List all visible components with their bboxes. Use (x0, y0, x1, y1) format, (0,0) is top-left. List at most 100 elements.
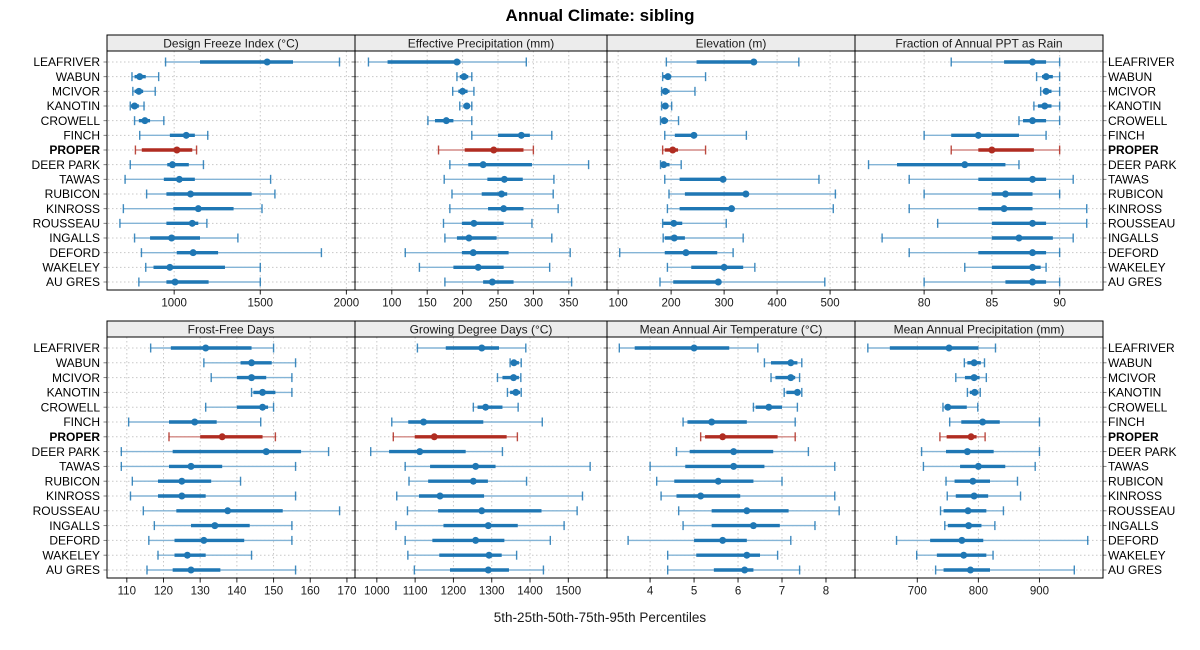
median-dot-wabun (1042, 73, 1050, 81)
site-label-left-crowell: CROWELL (41, 400, 101, 414)
chart-title: Annual Climate: sibling (505, 6, 695, 25)
median-dot-mcivor (459, 87, 467, 95)
site-label-right-au-gres: AU GRES (1108, 275, 1162, 289)
tick-label: 400 (768, 298, 787, 310)
site-label-right-mcivor: MCIVOR (1108, 85, 1156, 99)
median-dot-deford (469, 249, 477, 257)
panel-strip-title-growing-degree-days-c-: Growing Degree Days (°C) (410, 323, 553, 337)
median-dot-kinross (970, 492, 978, 500)
tick-label: 5 (691, 586, 697, 598)
tick-label: 200 (662, 298, 681, 310)
tick-label: 150 (264, 586, 283, 598)
median-dot-deford (200, 536, 208, 544)
tick-label: 4 (647, 586, 654, 598)
median-dot-deer-park (730, 448, 738, 456)
median-dot-proper (430, 433, 438, 441)
site-label-left-tawas: TAWAS (59, 460, 100, 474)
median-dot-finch (690, 131, 698, 139)
median-dot-rubicon (178, 477, 186, 485)
median-dot-leafriver (1029, 58, 1037, 66)
median-dot-deford (682, 249, 690, 257)
tick-label: 1100 (403, 586, 428, 598)
median-dot-kinross (728, 205, 736, 213)
median-dot-tawas (1029, 175, 1037, 183)
panel-border (854, 336, 1104, 579)
median-dot-kinross (178, 492, 186, 500)
median-dot-leafriver (202, 344, 210, 352)
tick-label: 80 (918, 298, 931, 310)
median-dot-au-gres (741, 566, 749, 574)
site-label-left-deford: DEFORD (49, 534, 100, 548)
median-dot-ingalls (749, 522, 757, 530)
panel-strip-title-effective-precipitation-mm-: Effective Precipitation (mm) (408, 37, 555, 51)
median-dot-deer-park (963, 448, 971, 456)
median-dot-rousseau (188, 219, 196, 227)
median-dot-leafriver (945, 344, 953, 352)
median-dot-wakeley (960, 551, 968, 559)
median-dot-kanotin (463, 102, 471, 110)
site-label-right-rubicon: RUBICON (1108, 187, 1163, 201)
median-dot-wakeley (485, 551, 493, 559)
median-dot-kinross (1000, 205, 1008, 213)
median-dot-rousseau (964, 507, 972, 515)
panel-strip-title-elevation-m-: Elevation (m) (696, 37, 767, 51)
median-dot-tawas (974, 462, 982, 470)
median-dot-ingalls (670, 234, 678, 242)
tick-label: 250 (488, 298, 507, 310)
median-dot-leafriver (690, 344, 698, 352)
panel-strip-title-design-freeze-index-c-: Design Freeze Index (°C) (163, 37, 299, 51)
site-label-right-proper: PROPER (1108, 143, 1159, 157)
tick-label: 110 (118, 586, 136, 598)
site-label-right-tawas: TAWAS (1108, 173, 1149, 187)
median-dot-mcivor (661, 87, 669, 95)
tick-label: 1400 (517, 586, 543, 598)
median-dot-wabun (136, 73, 144, 81)
site-label-right-mcivor: MCIVOR (1108, 371, 1156, 385)
median-dot-kanotin (131, 102, 139, 110)
tick-label: 2000 (334, 298, 360, 310)
tick-label: 300 (715, 298, 734, 310)
median-dot-au-gres (966, 566, 974, 574)
site-label-left-au-gres: AU GRES (46, 275, 100, 289)
median-dot-proper (719, 433, 727, 441)
site-label-left-ingalls: INGALLS (49, 519, 100, 533)
site-label-right-crowell: CROWELL (1108, 400, 1168, 414)
tick-label: 100 (382, 298, 401, 310)
median-dot-leafriver (453, 58, 461, 66)
median-dot-wabun (510, 359, 518, 367)
median-dot-crowell (1029, 117, 1037, 125)
site-label-left-leafriver: LEAFRIVER (33, 341, 100, 355)
median-dot-mcivor (970, 374, 978, 382)
median-dot-proper (988, 146, 996, 154)
median-dot-ingalls (168, 234, 176, 242)
tick-label: 900 (1030, 586, 1049, 598)
tick-label: 1000 (161, 298, 187, 310)
site-label-left-wakeley: WAKELEY (42, 261, 100, 275)
median-dot-wakeley (1029, 263, 1037, 271)
site-label-right-crowell: CROWELL (1108, 114, 1168, 128)
site-label-right-kinross: KINROSS (1108, 489, 1162, 503)
median-dot-crowell (259, 403, 267, 411)
site-label-left-wabun: WABUN (56, 356, 100, 370)
median-dot-rousseau (1029, 219, 1037, 227)
median-dot-crowell (141, 117, 149, 125)
median-dot-crowell (660, 117, 668, 125)
site-label-left-kinross: KINROSS (46, 489, 100, 503)
median-dot-tawas (719, 175, 727, 183)
median-dot-kinross (194, 205, 202, 213)
site-label-left-kanotin: KANOTIN (47, 386, 100, 400)
median-dot-wabun (970, 359, 978, 367)
site-label-left-wabun: WABUN (56, 70, 100, 84)
median-dot-wabun (787, 359, 795, 367)
site-label-right-rousseau: ROUSSEAU (1108, 504, 1175, 518)
site-label-left-leafriver: LEAFRIVER (33, 55, 100, 69)
tick-label: 1000 (364, 586, 390, 598)
site-label-right-wakeley: WAKELEY (1108, 548, 1166, 562)
median-dot-au-gres (484, 566, 492, 574)
median-dot-finch (191, 418, 199, 426)
site-label-left-rubicon: RUBICON (45, 187, 100, 201)
median-dot-crowell (442, 117, 450, 125)
site-label-right-au-gres: AU GRES (1108, 563, 1162, 577)
site-label-left-crowell: CROWELL (41, 114, 101, 128)
